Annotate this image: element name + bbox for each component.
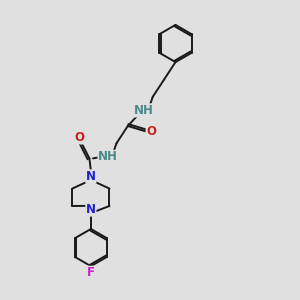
Text: F: F [87,266,95,279]
Text: NH: NH [98,150,118,164]
Text: O: O [146,125,156,138]
Text: N: N [86,170,96,183]
Text: O: O [74,131,85,144]
Text: N: N [86,203,96,216]
Text: NH: NH [134,104,154,117]
